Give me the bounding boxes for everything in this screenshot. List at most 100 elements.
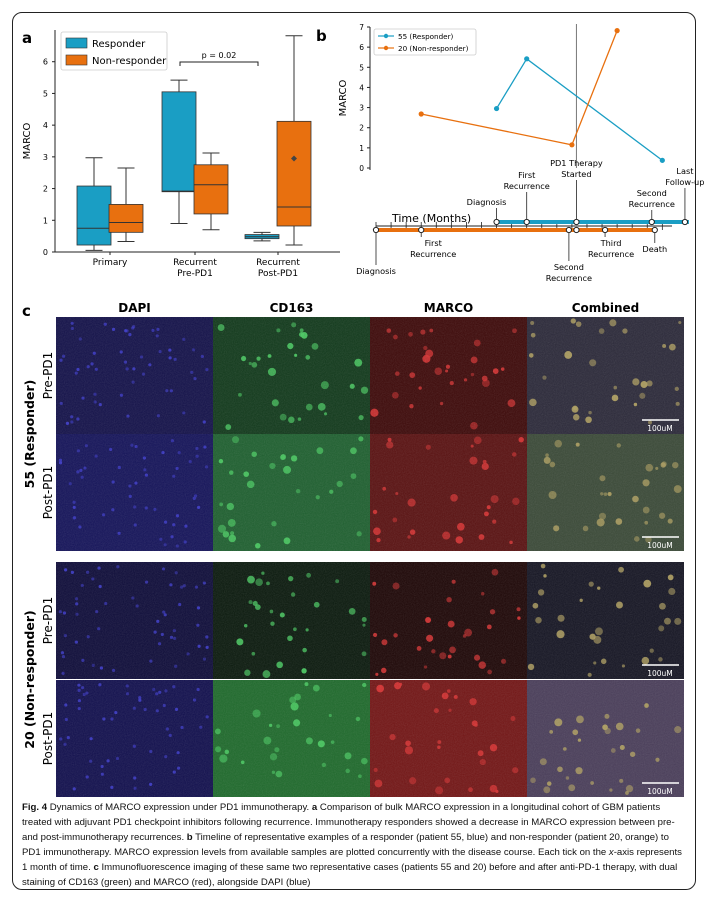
group-label: 55 (Responder)	[22, 380, 37, 489]
row-label: Post-PD1	[41, 466, 55, 520]
nonresponder-event-marker	[573, 226, 580, 234]
responder-event-label: Recurrence	[504, 181, 550, 191]
tile-texture	[213, 562, 370, 679]
b-y-tick-label: 2	[359, 124, 364, 133]
series-line	[496, 57, 663, 161]
responder-event-marker	[573, 218, 580, 226]
data-point	[659, 157, 665, 163]
tile-texture	[56, 317, 213, 434]
responder-event-label: Started	[561, 169, 591, 179]
row-label: Pre-PD1	[41, 352, 55, 400]
responder-event-label: First	[518, 170, 536, 180]
tile-texture	[213, 434, 370, 551]
box	[161, 91, 197, 193]
tile-texture	[370, 562, 527, 679]
category-label: Pre-PD1	[177, 269, 213, 279]
column-header: Combined	[572, 301, 640, 315]
y-tick-label: 3	[43, 153, 48, 162]
data-point	[418, 111, 424, 117]
responder-event-marker	[681, 218, 689, 226]
responder-event-label: Last	[676, 166, 694, 176]
y-tick-label: 4	[43, 121, 48, 130]
nonresponder-event-label: First	[425, 238, 443, 248]
caption-title: Dynamics of MARCO expression under PD1 i…	[49, 802, 310, 813]
nonresponder-event-label: Third	[600, 238, 622, 248]
responder-event-marker	[523, 218, 530, 226]
responder-event-label: PD1 Therapy	[550, 158, 603, 168]
nonresponder-event-marker	[565, 226, 572, 234]
tile-texture	[527, 434, 684, 551]
row-label: Post-PD1	[41, 712, 55, 766]
data-point	[524, 56, 530, 62]
box	[108, 204, 144, 233]
timeline-axis-label: Time (Months)	[391, 212, 471, 225]
b-y-tick-label: 7	[359, 23, 364, 32]
tile-texture	[213, 317, 370, 434]
tile-texture	[370, 680, 527, 797]
tile-texture	[527, 680, 684, 797]
nonresponder-event-label: Recurrence	[410, 249, 456, 259]
group-label: 20 (Non-responder)	[22, 610, 37, 748]
boxes	[76, 35, 312, 251]
caption-c-text: Immunofluorescence imaging of these same…	[22, 862, 678, 888]
boxplot-chart: MARCO 0 1 2 3 4 5 6 Primary RecurrentPre-PD1Rec…	[22, 30, 340, 279]
immunofluorescence-grid: DAPI CD163 MARCO Combined 100uM100uM100uM10…	[22, 301, 684, 797]
b-y-tick-label: 4	[359, 83, 364, 92]
b-y-axis-label: MARCO	[338, 79, 349, 116]
responder-event-marker	[493, 218, 500, 226]
panel-letter-b: b	[316, 27, 327, 45]
tile-texture	[56, 562, 213, 679]
row-labels: Pre-PD1 Post-PD1 Pre-PD1 Post-PD1 55 (Respon…	[22, 352, 55, 766]
tile-texture	[527, 562, 684, 679]
y-tick-label: 0	[43, 248, 48, 257]
nonresponder-event-marker	[601, 226, 609, 234]
caption-a-text: Comparison of bulk MARCO expression in a…	[22, 802, 675, 843]
y-tick-label: 6	[43, 58, 48, 67]
box	[193, 164, 229, 215]
b-series	[418, 28, 665, 163]
caption-a-letter: a	[311, 802, 318, 813]
p-value-annotation: p = 0.02	[202, 51, 237, 60]
b-y-tick-label: 1	[359, 144, 364, 153]
image-tiles: 100uM 100uM 100uM 100uM	[56, 317, 684, 797]
scalebar-label: 100uM	[647, 424, 673, 433]
nonresponder-event-marker	[651, 226, 658, 234]
figure-caption: Fig. 4 Dynamics of MARCO expression unde…	[22, 800, 686, 890]
y-axis-label: MARCO	[22, 122, 33, 159]
responder-event-marker	[648, 218, 655, 226]
nonresponder-event-label: Death	[642, 244, 667, 254]
b-y-tick-label: 5	[359, 63, 364, 72]
y-tick-label: 5	[43, 89, 48, 98]
panel-letter-c: c	[22, 302, 31, 320]
column-header: CD163	[270, 301, 314, 315]
data-point	[569, 142, 575, 148]
scalebar-label: 100uM	[647, 787, 673, 796]
nonresponder-event-marker	[418, 226, 425, 234]
y-tick-label: 1	[43, 216, 48, 225]
nonresponder-event-label: Recurrence	[588, 249, 634, 259]
y-tick-label: 2	[43, 185, 48, 194]
tile-texture	[56, 434, 213, 551]
b-y-ticks: 0 1 2 3 4 5 6 7	[359, 23, 370, 173]
figure-frame	[12, 12, 696, 890]
b-legend-marker-responder	[383, 33, 389, 39]
box	[76, 185, 112, 246]
box	[276, 120, 312, 227]
disease-timeline: Time (Months) DiagnosisFirstRecurrencePD…	[356, 158, 704, 283]
nonresponder-event-label: Second	[554, 262, 584, 272]
legend-label-nonresponder: Non-responder	[92, 56, 167, 67]
scalebar-label: 100uM	[647, 669, 673, 678]
category-label: Primary	[93, 258, 128, 268]
legend-label-responder: Responder	[92, 39, 146, 50]
outlier-point	[291, 155, 297, 162]
tile-texture	[370, 317, 527, 434]
caption-fig-label: Fig. 4	[22, 802, 48, 813]
significance-bracket	[179, 61, 259, 66]
tile-texture	[56, 680, 213, 797]
nonresponder-event-label: Diagnosis	[356, 266, 396, 276]
data-point	[614, 28, 620, 34]
caption-c-letter: c	[93, 862, 99, 873]
